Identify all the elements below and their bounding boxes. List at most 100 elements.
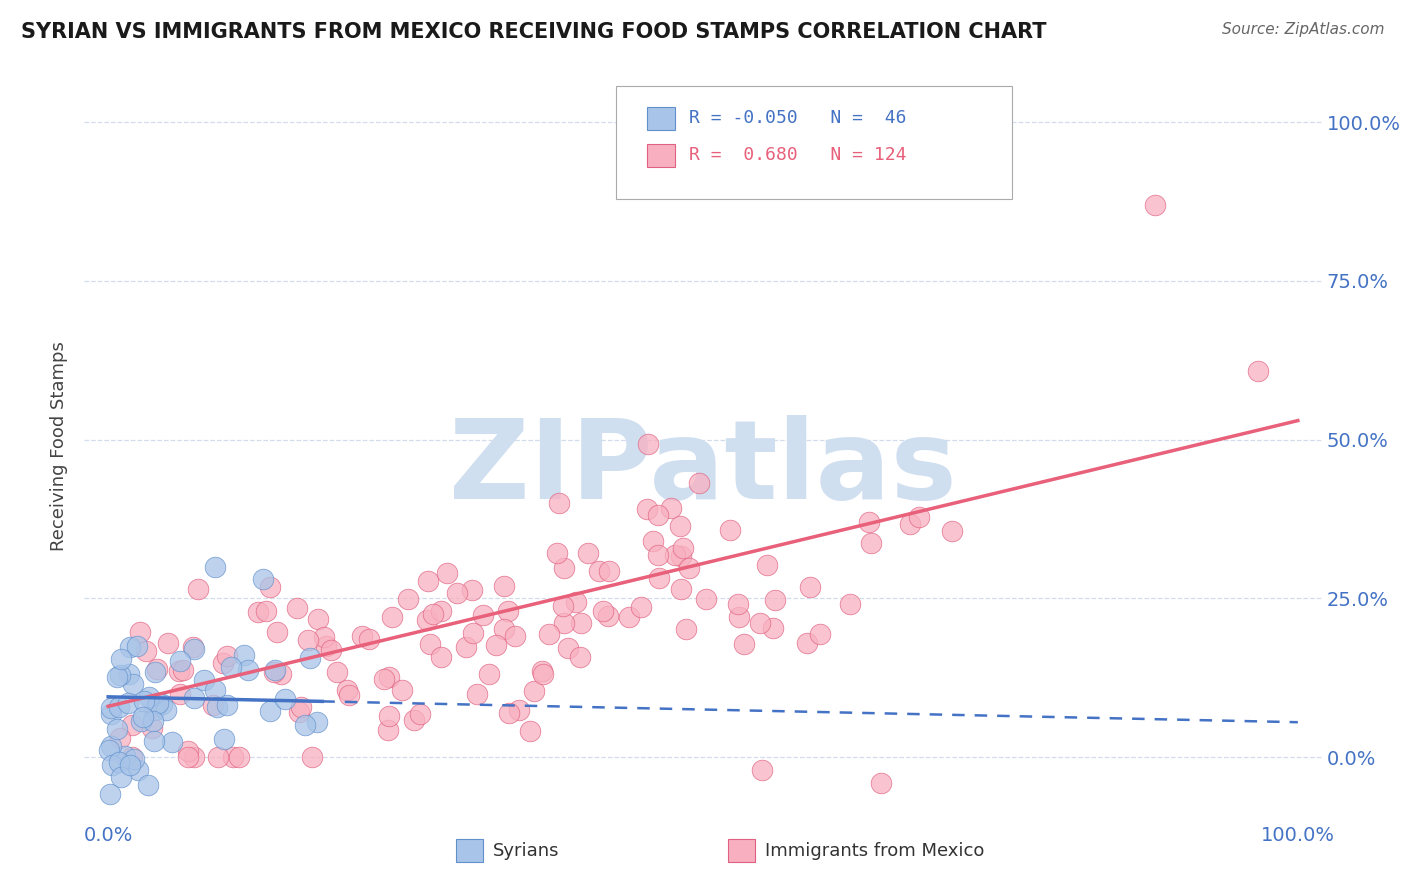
Point <box>1144 197 1167 211</box>
Point <box>503 629 526 643</box>
Point <box>688 476 710 491</box>
Point <box>204 559 226 574</box>
Point <box>799 580 821 594</box>
Point <box>155 702 177 716</box>
Point <box>647 508 669 522</box>
Point <box>598 609 620 624</box>
Point <box>118 757 141 772</box>
Point <box>325 665 347 679</box>
Point <box>122 677 145 691</box>
Point <box>319 643 342 657</box>
Point <box>727 597 749 611</box>
Point <box>127 763 149 777</box>
Point <box>110 668 132 682</box>
Point <box>675 623 697 637</box>
Point <box>315 640 337 654</box>
Point <box>664 548 686 562</box>
Point <box>569 615 592 630</box>
Point <box>519 724 541 739</box>
FancyBboxPatch shape <box>616 87 1012 199</box>
Point <box>472 607 495 622</box>
Point <box>247 605 270 619</box>
Point <box>422 607 444 621</box>
Point <box>290 700 312 714</box>
Point <box>238 663 260 677</box>
Point <box>143 703 166 717</box>
Point <box>107 755 129 769</box>
Point <box>101 757 124 772</box>
Point <box>125 639 148 653</box>
Point <box>285 600 308 615</box>
Point <box>143 665 166 679</box>
Point <box>429 604 451 618</box>
Point <box>546 546 568 560</box>
Point <box>568 650 591 665</box>
Point <box>266 624 288 639</box>
Point <box>436 566 458 581</box>
Point <box>117 697 139 711</box>
Point <box>181 640 204 655</box>
Point <box>254 604 277 618</box>
Point <box>177 750 200 764</box>
Point <box>557 641 579 656</box>
Point <box>908 510 931 524</box>
Point <box>114 749 136 764</box>
Point <box>132 694 155 708</box>
Point <box>160 735 183 749</box>
Point <box>749 615 772 630</box>
Point <box>142 714 165 729</box>
Point <box>270 667 292 681</box>
Point <box>647 548 669 562</box>
Point <box>205 699 228 714</box>
Point <box>215 649 238 664</box>
Point <box>763 592 786 607</box>
Point <box>252 572 274 586</box>
Point <box>592 604 614 618</box>
Point <box>307 612 329 626</box>
Point <box>294 718 316 732</box>
Point <box>669 549 692 563</box>
Point <box>108 731 131 745</box>
Point <box>263 665 285 679</box>
Point <box>105 670 128 684</box>
Point <box>419 637 441 651</box>
Point <box>637 437 659 451</box>
Point <box>135 644 157 658</box>
Point <box>718 523 741 537</box>
Point <box>733 637 755 651</box>
Point <box>228 750 250 764</box>
Point <box>553 560 575 574</box>
Point <box>146 696 169 710</box>
Point <box>576 546 599 560</box>
Point <box>508 703 530 717</box>
Point <box>391 683 413 698</box>
Point <box>274 692 297 706</box>
Point <box>461 582 484 597</box>
Point <box>142 734 165 748</box>
Point <box>259 704 281 718</box>
Point <box>465 687 488 701</box>
Point <box>672 541 695 555</box>
FancyBboxPatch shape <box>647 145 675 168</box>
Point <box>378 709 401 723</box>
Point <box>222 750 245 764</box>
Point <box>217 698 239 713</box>
Point <box>219 660 242 674</box>
Point <box>659 501 682 516</box>
Point <box>301 750 323 764</box>
Point <box>297 632 319 647</box>
Point <box>588 564 610 578</box>
Text: Immigrants from Mexico: Immigrants from Mexico <box>765 842 984 861</box>
Point <box>100 739 122 753</box>
Point <box>187 582 209 596</box>
Point <box>669 518 692 533</box>
Point <box>288 705 311 719</box>
Point <box>352 630 374 644</box>
Point <box>183 750 205 764</box>
Point <box>695 591 717 606</box>
Point <box>357 632 380 647</box>
Point <box>553 616 575 631</box>
Point <box>167 665 190 679</box>
Point <box>100 701 122 715</box>
Y-axis label: Receiving Food Stamps: Receiving Food Stamps <box>51 341 69 551</box>
